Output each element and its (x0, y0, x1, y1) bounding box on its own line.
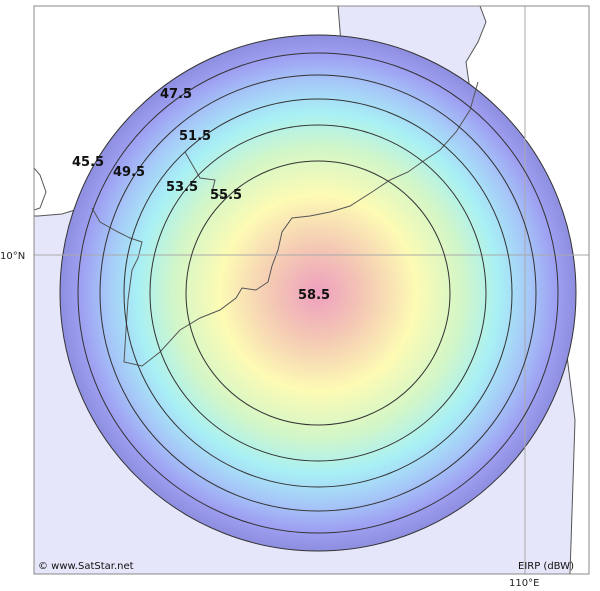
longitude-label: 110°E (509, 578, 539, 589)
contour-49-5 (123, 98, 513, 488)
contour-53-5 (185, 160, 451, 426)
contour-45-5 (77, 52, 559, 534)
peak-label: 58.5 (298, 288, 330, 303)
contour-label-49-5: 49.5 (113, 165, 145, 180)
contour-47-5 (99, 74, 537, 512)
latitude-label: 10°N (0, 251, 25, 262)
land-west-cape (34, 167, 47, 211)
contour-label-53-5: 53.5 (166, 180, 198, 195)
beam-footprint (59, 34, 577, 552)
contour-label-55-5: 55.5 (210, 188, 242, 203)
contour-label-47-5: 47.5 (160, 87, 192, 102)
coastline-north (184, 151, 226, 199)
unit-label: EIRP (dBW) (518, 561, 574, 572)
coastline-inner-west (91, 81, 479, 367)
contour-label-45-5: 45.5 (72, 155, 104, 170)
contour-51-5 (149, 124, 487, 462)
map-frame (33, 5, 590, 575)
credit-text: © www.SatStar.net (38, 561, 134, 572)
contour-label-51-5: 51.5 (179, 129, 211, 144)
